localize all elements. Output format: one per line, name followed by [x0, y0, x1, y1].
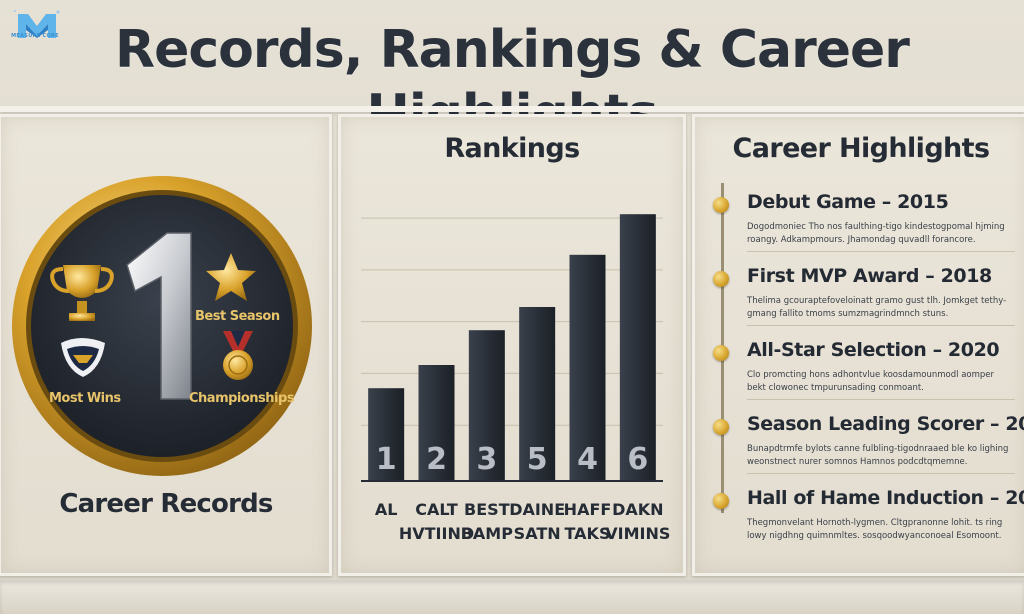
- category-tick-label: DAKN: [612, 500, 663, 519]
- shield-logo-icon: [61, 338, 105, 377]
- top-divider: [0, 106, 1024, 112]
- category-tick-label: SATN: [514, 524, 561, 543]
- bar-number-label: 3: [476, 442, 497, 477]
- medal-icon: [223, 331, 253, 380]
- bar-number-label: 1: [376, 442, 397, 477]
- timeline-dot-icon: [713, 197, 729, 213]
- brand-name: MEASURE CORE: [11, 33, 59, 39]
- ranking-bar: [519, 307, 556, 481]
- highlight-description: Bunapdtrmfe bylots canne fulbling-tigodn…: [747, 444, 1009, 467]
- highlight-heading: Season Leading Scorer – 2022: [747, 413, 1024, 435]
- bar-number-label: 2: [426, 442, 447, 477]
- bar-number-label: 4: [577, 442, 598, 477]
- category-tick-label: VIMINS: [605, 524, 670, 543]
- rankings-title: Rankings: [444, 133, 580, 164]
- timeline-dot-icon: [713, 345, 729, 361]
- championships-label: Championships: [189, 391, 295, 406]
- career-highlights-title: Career Highlights: [732, 133, 991, 164]
- ranking-bar: [368, 388, 405, 481]
- bottom-strip: [0, 580, 1024, 614]
- category-tick-label: BAMP: [461, 524, 514, 543]
- highlight-separator: [747, 251, 1015, 252]
- category-tick-label: HVTIIND: [399, 524, 474, 543]
- ranking-bar: [468, 330, 505, 481]
- ranking-bar: [418, 365, 455, 481]
- timeline-dot-icon: [713, 493, 729, 509]
- timeline-dot-icon: [713, 271, 729, 287]
- category-tick-label: BEST: [464, 500, 510, 519]
- ranking-bar: [569, 254, 606, 481]
- highlight-separator: [747, 325, 1015, 326]
- highlight-heading: Hall of Hame Induction – 2024: [747, 487, 1024, 509]
- highlight-separator: [747, 399, 1015, 400]
- records-medal: Best Season Most Wins Championships: [9, 173, 315, 479]
- category-tick-label: HAFF: [564, 500, 612, 519]
- category-tick-label: TAKS: [565, 524, 611, 543]
- rankings-panel: 1 AL 2 CALT HVTIIND 3 BEST BAMP 5 DAINE SATN 4 HAFF T…: [338, 114, 686, 576]
- category-tick-label: CALT: [415, 500, 458, 519]
- category-tick-label: DAINE: [509, 500, 565, 519]
- highlight-description: Thegmonvelant Hornoth-lygmen. Cltgpranon…: [747, 518, 1003, 541]
- most-wins-label: Most Wins: [49, 391, 121, 406]
- highlight-heading: Debut Game – 2015: [747, 191, 949, 213]
- highlight-description: Clo promcting hons adhontvlue koosdamoun…: [747, 370, 995, 393]
- bar-number-label: 5: [527, 442, 548, 477]
- career-highlights-panel: Career Highlights Debut Game – 2015 Dogo…: [692, 114, 1024, 576]
- rankings-chart: 1 AL 2 CALT HVTIIND 3 BEST BAMP 5 DAINE SATN 4 HAFF T…: [361, 214, 670, 543]
- highlight-heading: First MVP Award – 2018: [747, 265, 992, 287]
- bar-number-label: 6: [627, 442, 648, 477]
- brand-logo: [12, 8, 62, 42]
- highlight-description: Thelima gcouraptefoveloinatt gramo gust …: [747, 296, 1007, 319]
- career-records-panel: Best Season Most Wins Championships Care…: [0, 114, 332, 576]
- highlight-separator: [747, 473, 1015, 474]
- highlight-description: Dogodmoniec Tho nos faulthing-tigo kinde…: [747, 222, 1005, 245]
- highlight-heading: All-Star Selection – 2020: [747, 339, 1000, 361]
- timeline-dot-icon: [713, 419, 729, 435]
- ranking-bar: [619, 214, 656, 481]
- category-tick-label: AL: [375, 500, 398, 519]
- best-season-label: Best Season: [195, 309, 280, 324]
- trophy-icon: [50, 265, 114, 321]
- career-records-caption: Career Records: [59, 489, 273, 519]
- star-icon: [206, 253, 256, 301]
